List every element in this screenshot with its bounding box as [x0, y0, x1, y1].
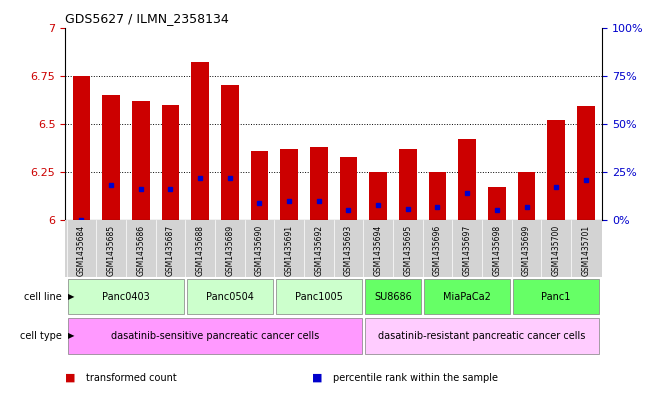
- Text: GSM1435684: GSM1435684: [77, 225, 86, 276]
- Bar: [369, 172, 387, 220]
- Bar: [132, 101, 150, 220]
- Bar: [102, 95, 120, 220]
- Bar: [424, 279, 510, 314]
- Text: GSM1435686: GSM1435686: [136, 225, 145, 276]
- Bar: [280, 149, 298, 220]
- Bar: [518, 172, 535, 220]
- Bar: [513, 279, 599, 314]
- Text: GDS5627 / ILMN_2358134: GDS5627 / ILMN_2358134: [65, 12, 229, 25]
- Text: ■: ■: [65, 373, 76, 383]
- Text: GSM1435695: GSM1435695: [404, 225, 412, 276]
- Bar: [577, 107, 595, 220]
- Text: GSM1435689: GSM1435689: [225, 225, 234, 276]
- Bar: [458, 139, 476, 220]
- Bar: [547, 120, 565, 220]
- Text: cell line: cell line: [24, 292, 62, 302]
- Text: cell type: cell type: [20, 331, 62, 341]
- Text: GSM1435700: GSM1435700: [551, 225, 561, 276]
- Text: GSM1435699: GSM1435699: [522, 225, 531, 276]
- Bar: [428, 172, 447, 220]
- Bar: [72, 75, 90, 220]
- Text: MiaPaCa2: MiaPaCa2: [443, 292, 491, 302]
- Text: GSM1435698: GSM1435698: [492, 225, 501, 276]
- Text: GSM1435691: GSM1435691: [284, 225, 294, 276]
- Bar: [310, 147, 327, 220]
- Text: GSM1435697: GSM1435697: [463, 225, 472, 276]
- Text: Panc1: Panc1: [542, 292, 571, 302]
- Text: GSM1435693: GSM1435693: [344, 225, 353, 276]
- Bar: [191, 62, 209, 220]
- Text: GSM1435692: GSM1435692: [314, 225, 324, 276]
- Bar: [399, 149, 417, 220]
- Text: transformed count: transformed count: [86, 373, 176, 383]
- Bar: [488, 187, 506, 220]
- Bar: [187, 279, 273, 314]
- Text: ▶: ▶: [68, 332, 75, 340]
- Text: GSM1435690: GSM1435690: [255, 225, 264, 276]
- Text: GSM1435688: GSM1435688: [195, 225, 204, 275]
- Text: GSM1435701: GSM1435701: [581, 225, 590, 276]
- Text: GSM1435685: GSM1435685: [107, 225, 116, 276]
- Bar: [365, 279, 421, 314]
- Bar: [221, 85, 239, 220]
- Bar: [68, 318, 362, 354]
- Text: Panc0403: Panc0403: [102, 292, 150, 302]
- Text: Panc0504: Panc0504: [206, 292, 254, 302]
- Text: SU8686: SU8686: [374, 292, 412, 302]
- Bar: [276, 279, 362, 314]
- Text: ▶: ▶: [68, 292, 75, 301]
- Text: percentile rank within the sample: percentile rank within the sample: [333, 373, 498, 383]
- Bar: [68, 279, 184, 314]
- Bar: [251, 151, 268, 220]
- Text: dasatinib-sensitive pancreatic cancer cells: dasatinib-sensitive pancreatic cancer ce…: [111, 331, 319, 341]
- Bar: [161, 105, 179, 220]
- Text: GSM1435687: GSM1435687: [166, 225, 175, 276]
- Bar: [365, 318, 599, 354]
- Text: Panc1005: Panc1005: [295, 292, 342, 302]
- Text: GSM1435696: GSM1435696: [433, 225, 442, 276]
- Text: GSM1435694: GSM1435694: [374, 225, 383, 276]
- Text: ■: ■: [312, 373, 323, 383]
- Text: dasatinib-resistant pancreatic cancer cells: dasatinib-resistant pancreatic cancer ce…: [378, 331, 586, 341]
- Bar: [340, 156, 357, 220]
